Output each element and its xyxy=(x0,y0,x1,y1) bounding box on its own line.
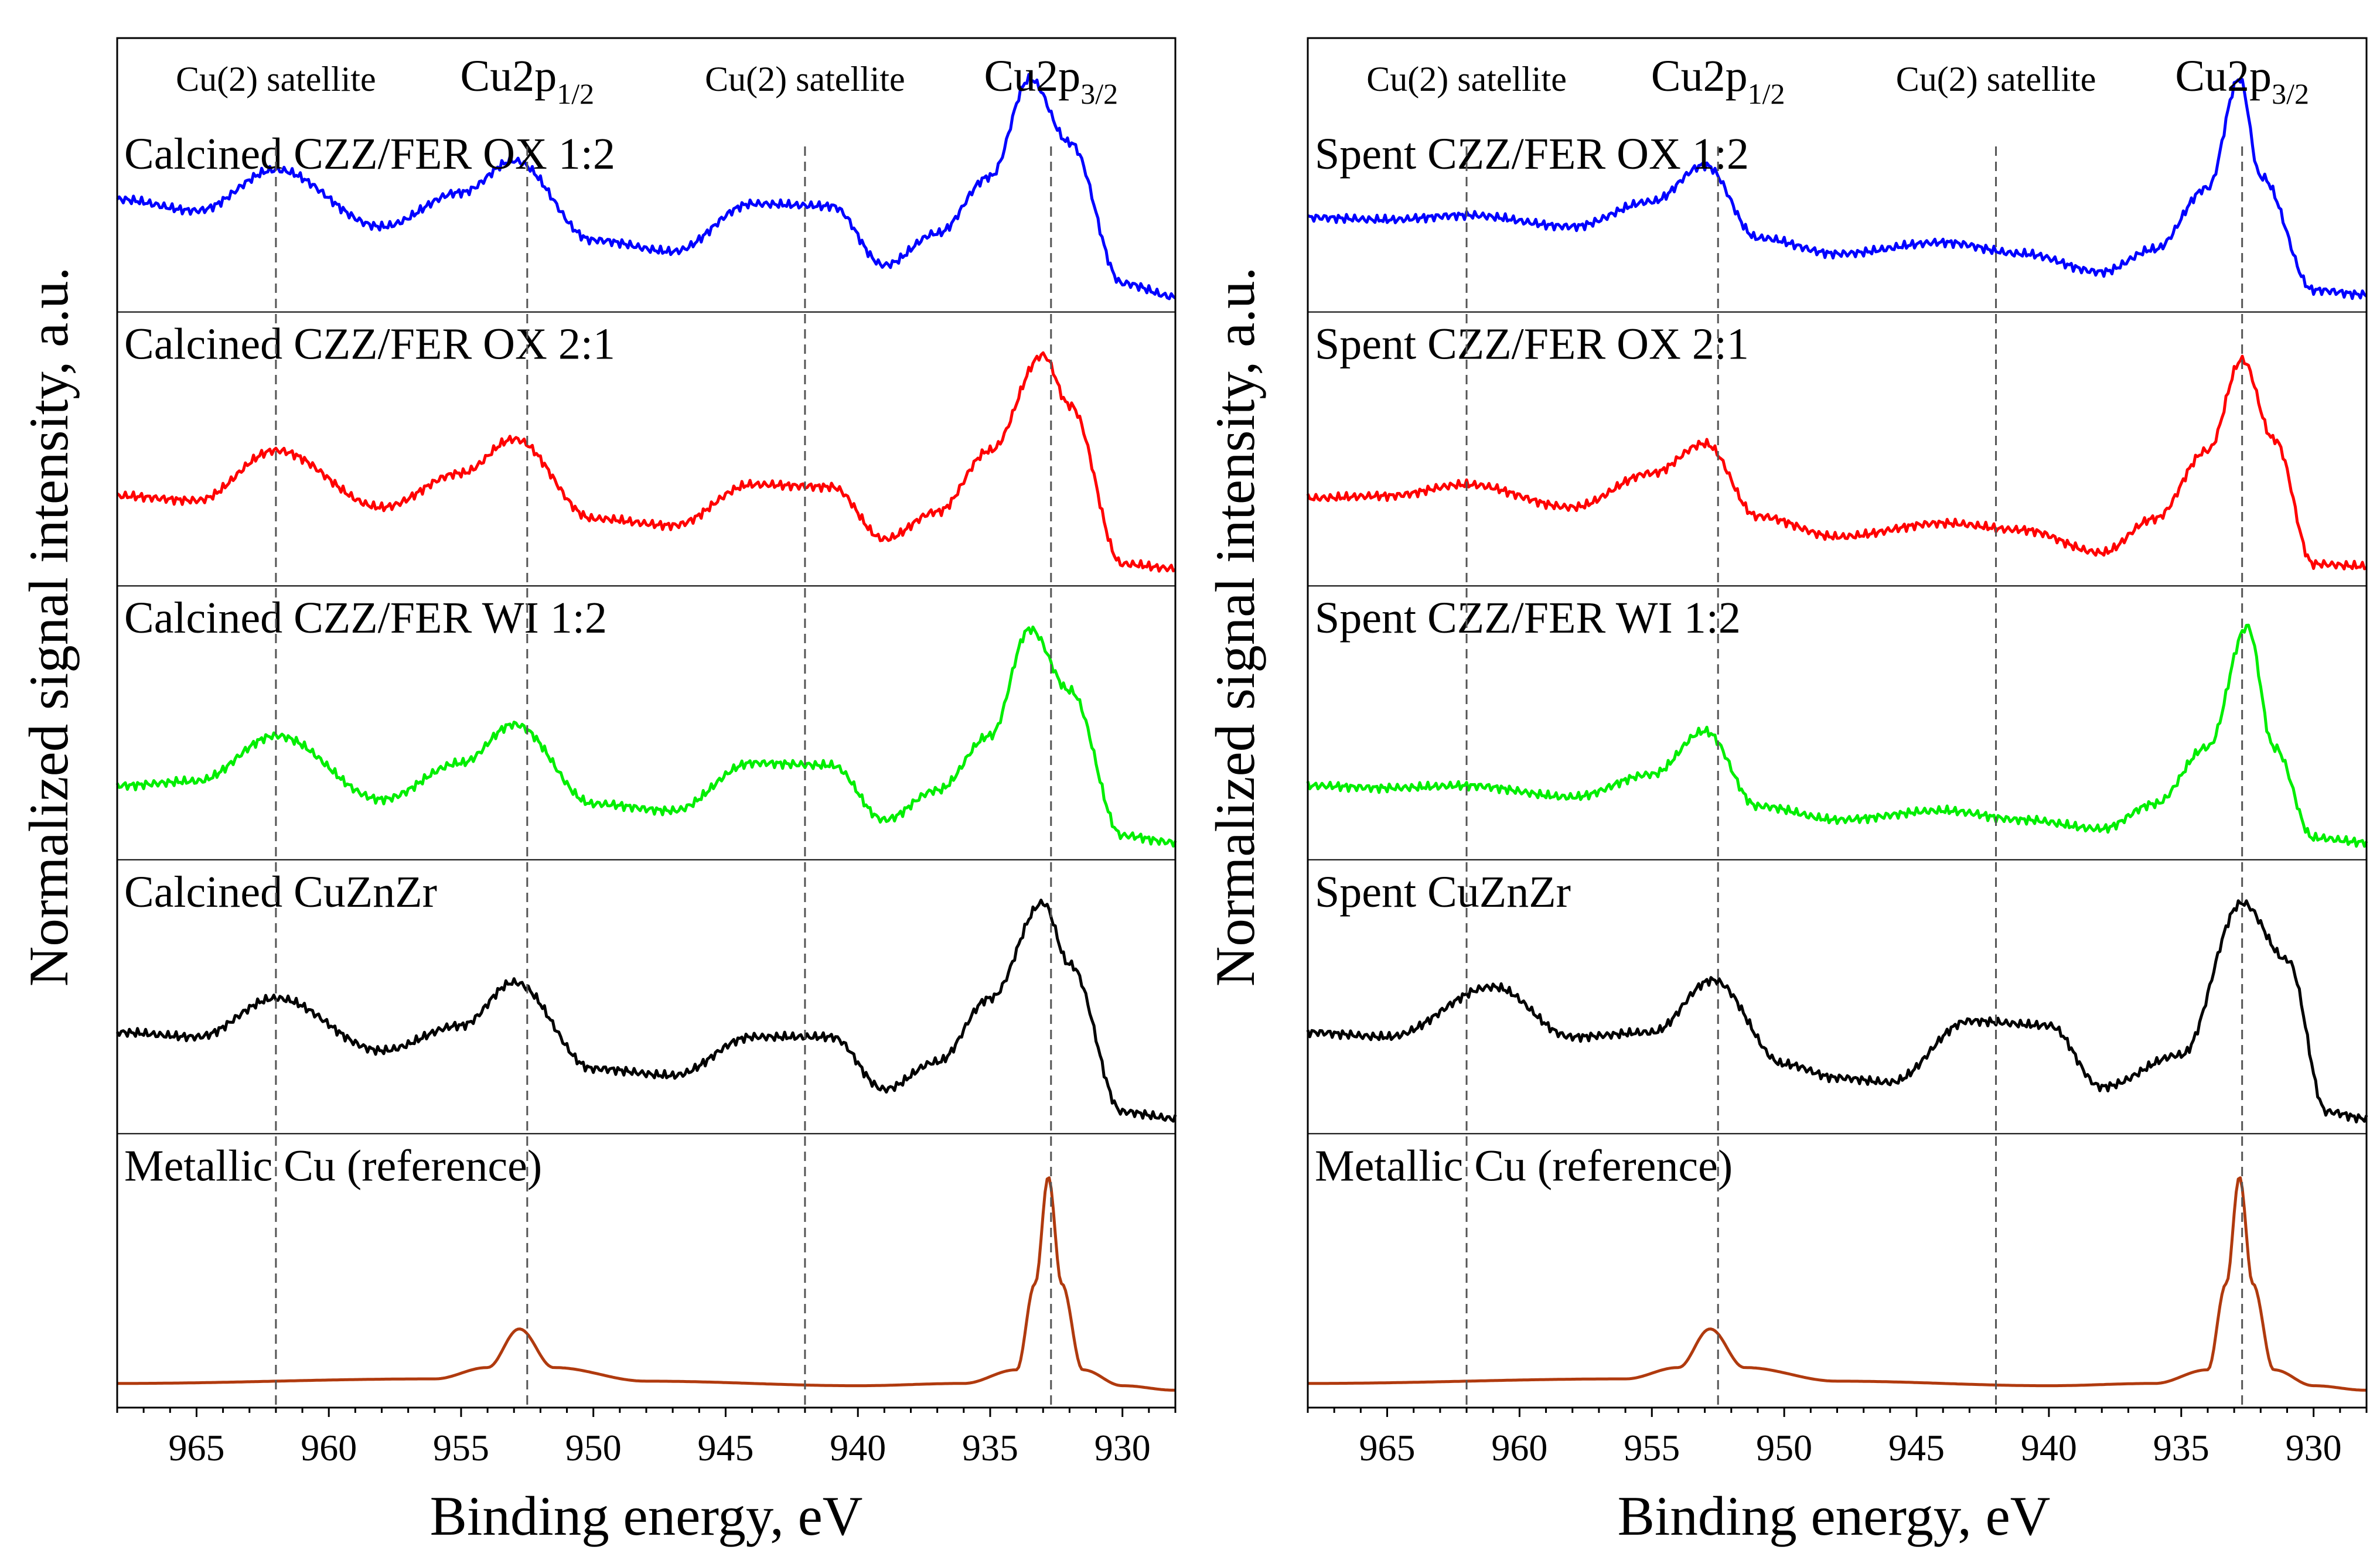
x-tick-label: 935 xyxy=(2153,1427,2209,1469)
panel-label: Spent CZZ/FER WI 1:2 xyxy=(1315,593,1741,643)
trace-calcined-2 xyxy=(115,625,1177,848)
trace-calcined-4 xyxy=(117,1176,1176,1392)
trace-spent-3 xyxy=(1306,899,2368,1124)
x-tick-label: 965 xyxy=(1359,1427,1416,1469)
x-tick-label: 950 xyxy=(1756,1427,1812,1469)
satellite-label: Cu(2) satellite xyxy=(1896,60,2096,98)
x-tick-label: 955 xyxy=(1624,1427,1680,1469)
trace-spent-1 xyxy=(1306,354,2368,571)
trace-calcined-1 xyxy=(116,351,1177,573)
x-tick-label: 960 xyxy=(301,1427,357,1469)
x-tick-label: 940 xyxy=(830,1427,886,1469)
panel-label: Spent CuZnZr xyxy=(1315,868,1571,917)
panel-label: Calcined CZZ/FER WI 1:2 xyxy=(124,593,607,643)
spent-x-axis-label: Binding energy, eV xyxy=(1618,1485,2051,1547)
spent-y-axis-label: Normalized signal intensity, a.u. xyxy=(1204,267,1266,987)
calcined-x-axis-label: Binding energy, eV xyxy=(430,1485,863,1547)
panel-label: Metallic Cu (reference) xyxy=(124,1141,542,1190)
x-tick-label: 945 xyxy=(1888,1427,1945,1469)
trace-spent-0 xyxy=(1307,78,2368,300)
x-tick-label: 930 xyxy=(1094,1427,1151,1469)
trace-spent-2 xyxy=(1306,623,2368,848)
satellite-label: Cu(2) satellite xyxy=(1366,60,1567,98)
x-tick-label: 930 xyxy=(2286,1427,2342,1469)
panel-label: Spent CZZ/FER OX 1:2 xyxy=(1315,129,1749,179)
x-tick-label: 935 xyxy=(962,1427,1018,1469)
panel-label: Calcined CuZnZr xyxy=(124,868,437,917)
panel-label: Metallic Cu (reference) xyxy=(1315,1141,1733,1190)
trace-calcined-0 xyxy=(116,73,1177,300)
panel-label: Calcined CZZ/FER OX 2:1 xyxy=(124,320,615,369)
x-tick-label: 950 xyxy=(565,1427,622,1469)
calcined-chart: Normalized signal intensity, a.u. Bindin… xyxy=(18,37,1177,1547)
x-tick-label: 955 xyxy=(433,1427,489,1469)
panel-label: Calcined CZZ/FER OX 1:2 xyxy=(124,129,615,179)
satellite-label: Cu(2) satellite xyxy=(176,60,376,98)
trace-calcined-3 xyxy=(115,899,1177,1123)
x-tick-label: 965 xyxy=(168,1427,224,1469)
x-tick-label: 960 xyxy=(1491,1427,1547,1469)
x-tick-label: 945 xyxy=(697,1427,753,1469)
spent-chart: Normalized signal intensity, a.u. Bindin… xyxy=(1204,37,2368,1547)
calcined-y-axis-label: Normalized signal intensity, a.u. xyxy=(18,267,80,987)
trace-spent-4 xyxy=(1308,1176,2367,1392)
panel-label: Spent CZZ/FER OX 2:1 xyxy=(1315,320,1749,369)
satellite-label: Cu(2) satellite xyxy=(705,60,905,98)
x-tick-label: 940 xyxy=(2021,1427,2077,1469)
